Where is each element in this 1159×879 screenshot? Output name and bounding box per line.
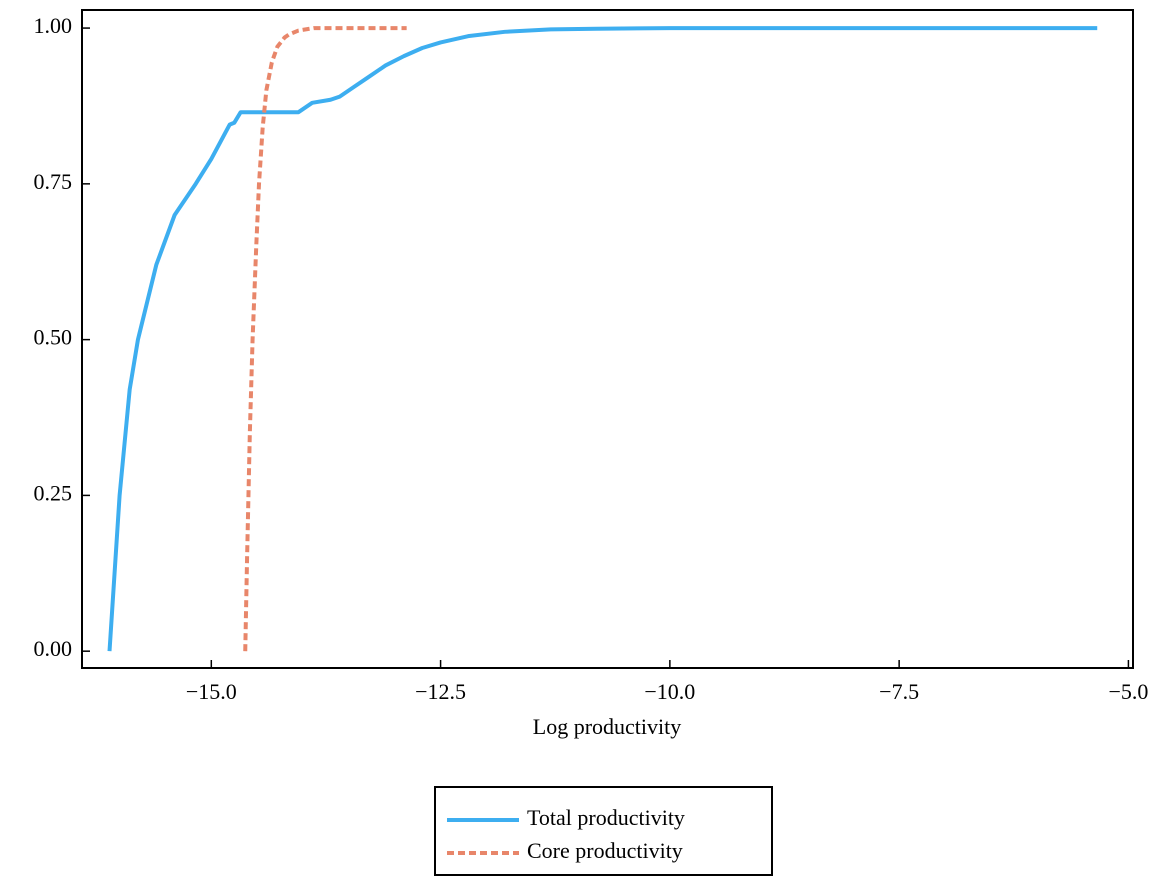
y-tick-label: 0.75 — [34, 169, 73, 194]
y-tick-label: 0.25 — [34, 480, 73, 505]
x-tick-label: −12.5 — [415, 679, 466, 704]
y-tick-label: 1.00 — [34, 13, 73, 38]
y-tick-label: 0.00 — [34, 636, 73, 661]
x-axis-label: Log productivity — [533, 714, 681, 739]
line-series — [243, 26, 407, 652]
y-tick-label: 0.50 — [34, 325, 73, 350]
x-tick-label: −7.5 — [879, 679, 919, 704]
legend-box — [434, 786, 773, 876]
x-tick-label: −10.0 — [644, 679, 695, 704]
plot-frame — [81, 9, 1134, 669]
line-series — [107, 26, 1098, 652]
legend-label: Core productivity — [527, 838, 683, 863]
legend-label: Total productivity — [527, 805, 685, 830]
x-tick-label: −5.0 — [1108, 679, 1148, 704]
x-tick-label: −15.0 — [186, 679, 237, 704]
